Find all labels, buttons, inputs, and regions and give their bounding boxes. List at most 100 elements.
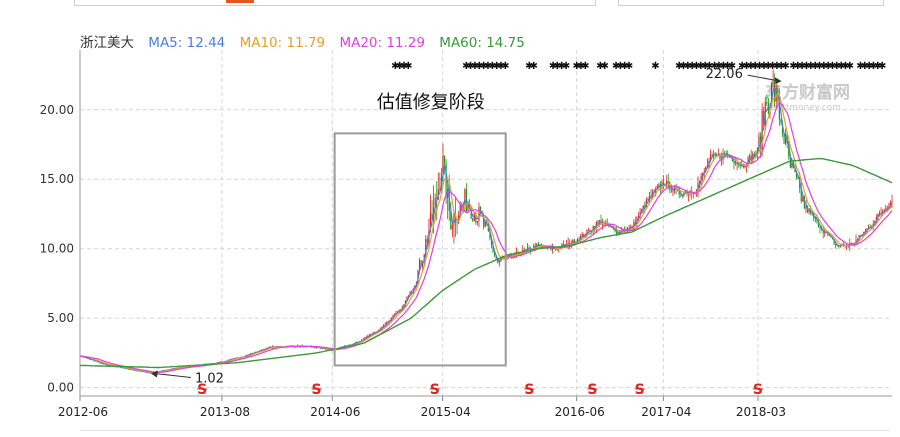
candle-body-461 — [800, 187, 802, 202]
top-marker-1: ✱ — [479, 61, 487, 72]
legend-ma60: MA60: 14.75 — [439, 35, 525, 51]
top-marker-10: ✱ — [781, 61, 789, 72]
top-marker-8: ✱ — [688, 61, 696, 72]
event-marks: S S S S S S S✱✱✱✱ ✱✱✱✱✱✱✱✱✱✱ ✱✱ ✱✱✱✱ ✱✱✱ ✱✱ ✱✱✱✱ ✱ ✱✱✱… — [197, 61, 886, 398]
candle-body-233 — [443, 155, 446, 163]
candle-body-253 — [475, 212, 477, 223]
candle-body-398 — [702, 172, 704, 176]
candle-body-204 — [398, 309, 400, 312]
candle-body-509 — [875, 217, 877, 221]
top-marker-6: ✱ — [612, 61, 620, 72]
top-marker-9: ✱ — [715, 61, 723, 72]
candle-body-360 — [642, 205, 644, 210]
top-marker-10: ✱ — [760, 61, 768, 72]
candle-body-395 — [697, 183, 699, 191]
candle-body-258 — [483, 215, 485, 227]
watermark-text: 东方财富网 — [765, 82, 850, 103]
candle-body-309 — [562, 244, 565, 246]
candle-body-458 — [795, 172, 798, 178]
top-marker-11: ✱ — [798, 61, 806, 72]
chart-axes: 0.00 5.00 10.00 15.00 20.00 2012-06 2013-08 201… — [40, 50, 892, 419]
legend-ma10: MA10: 11.79 — [239, 35, 326, 51]
candle-body-339 — [609, 226, 611, 228]
candle-body-234 — [445, 162, 447, 198]
candle-body-418 — [733, 161, 735, 164]
candle-body-345 — [619, 230, 621, 235]
candle-body-355 — [634, 221, 636, 225]
top-marker-1: ✱ — [484, 61, 492, 72]
top-marker-10: ✱ — [768, 61, 776, 72]
candles — [80, 69, 893, 374]
candle-body-425 — [744, 166, 746, 168]
top-marker-9: ✱ — [710, 61, 718, 72]
top-marker-12: ✱ — [874, 61, 882, 72]
top-marker-11: ✱ — [815, 61, 823, 72]
top-marker-5: ✱ — [600, 61, 608, 72]
candle-body-493 — [850, 243, 852, 245]
candle-body-229 — [437, 189, 439, 199]
candle-body-436 — [761, 110, 763, 150]
legend-ma5: MA5: 12.44 — [148, 35, 226, 51]
candle-body-264 — [492, 244, 494, 253]
candle-body-404 — [711, 154, 713, 156]
candle-body-476 — [824, 231, 826, 233]
annotations: 22.06 1.02 估值修复阶段 — [150, 67, 782, 386]
y-tick-label-3: 15.00 — [40, 172, 74, 186]
top-marker-11: ✱ — [789, 61, 797, 72]
candle-body-324 — [586, 230, 588, 236]
high-label: 22.06 — [706, 67, 743, 82]
top-marker-3: ✱ — [549, 61, 557, 72]
top-marker-1: ✱ — [471, 61, 479, 72]
ma10-line — [79, 91, 893, 374]
top-marker-2: ✱ — [525, 61, 533, 72]
low-arrowhead — [150, 370, 158, 378]
candle-body-439 — [766, 101, 768, 104]
top-marker-1: ✱ — [492, 61, 500, 72]
candle-body-485 — [838, 246, 840, 247]
candle-body-304 — [555, 248, 557, 250]
candle-body-259 — [484, 221, 486, 227]
candle-body-268 — [498, 260, 500, 263]
x-tick-label-4: 2016-06 — [555, 405, 605, 419]
candle-body-224 — [429, 213, 432, 232]
top-marker-1: ✱ — [475, 61, 483, 72]
high-arrowhead — [774, 77, 782, 85]
low-label: 1.02 — [195, 371, 224, 386]
candle-body-207 — [403, 305, 405, 308]
top-marker-8: ✱ — [675, 61, 683, 72]
candle-body-331 — [597, 222, 599, 224]
candle-body-209 — [406, 296, 408, 302]
top-marker-3: ✱ — [557, 61, 565, 72]
top-marker-10: ✱ — [764, 61, 772, 72]
top-marker-6: ✱ — [616, 61, 624, 72]
candle-body-221 — [425, 239, 427, 255]
candle-body-473 — [819, 227, 821, 229]
candle-body-254 — [476, 221, 478, 223]
top-marker-10: ✱ — [751, 61, 759, 72]
top-marker-1: ✱ — [462, 61, 470, 72]
candle-body-472 — [817, 220, 820, 228]
candle-body-316 — [573, 239, 575, 244]
candle-body-419 — [734, 163, 737, 165]
event-mark-3: S — [524, 382, 534, 398]
top-marker-4: ✱ — [577, 61, 585, 72]
top-marker-8: ✱ — [692, 61, 700, 72]
x-tick-label-1: 2013-08 — [200, 405, 250, 419]
top-marker-7: ✱ — [651, 61, 659, 72]
legend-ma20: MA20: 11.29 — [339, 35, 425, 51]
candle-body-370 — [658, 184, 660, 187]
top-marker-1: ✱ — [497, 61, 505, 72]
candle-body-325 — [587, 230, 590, 232]
candle-body-238 — [451, 225, 453, 230]
candle-body-450 — [783, 134, 785, 144]
candle-body-359 — [641, 209, 643, 212]
top-marker-0: ✱ — [400, 61, 408, 72]
candle-body-358 — [639, 211, 641, 217]
candle-body-412 — [724, 153, 726, 155]
candle-body-440 — [767, 103, 769, 114]
candle-body-442 — [770, 84, 773, 107]
candle-body-504 — [867, 227, 870, 229]
top-marker-11: ✱ — [841, 61, 849, 72]
candle-body-363 — [647, 199, 649, 201]
